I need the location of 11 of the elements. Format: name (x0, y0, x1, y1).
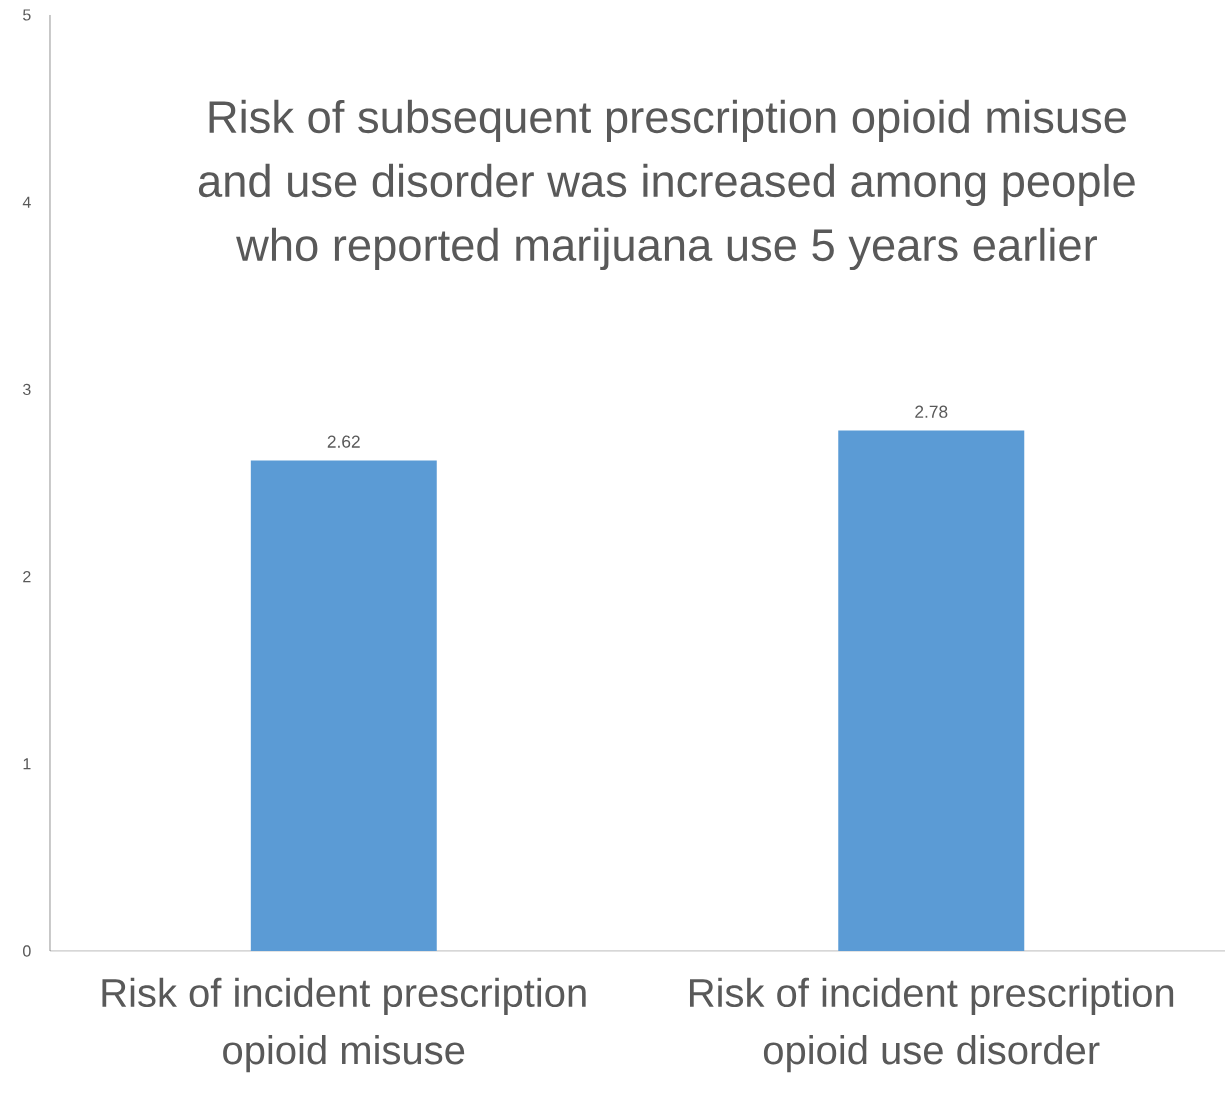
y-tick-label: 0 (23, 945, 31, 957)
y-tick-label: 3 (23, 383, 31, 396)
y-tick-label: 2 (23, 571, 31, 583)
text: Risk of subsequent prescription opioid misuse and use disorder was increased among people who reported marijuana use 5 years earlier (198, 99, 1135, 271)
y-tick-label: 4 (22, 196, 31, 208)
x-tick-label: Risk of incident prescription opioid misuse (102, 977, 586, 1073)
x-tick-label: Risk of incident prescription opioid use disorder (689, 977, 1174, 1073)
data-label: 2.78 (915, 405, 948, 418)
y-tick-label: 1 (23, 758, 31, 770)
y-tick-label: 5 (23, 9, 31, 21)
data-label: 2.62 (327, 435, 360, 448)
